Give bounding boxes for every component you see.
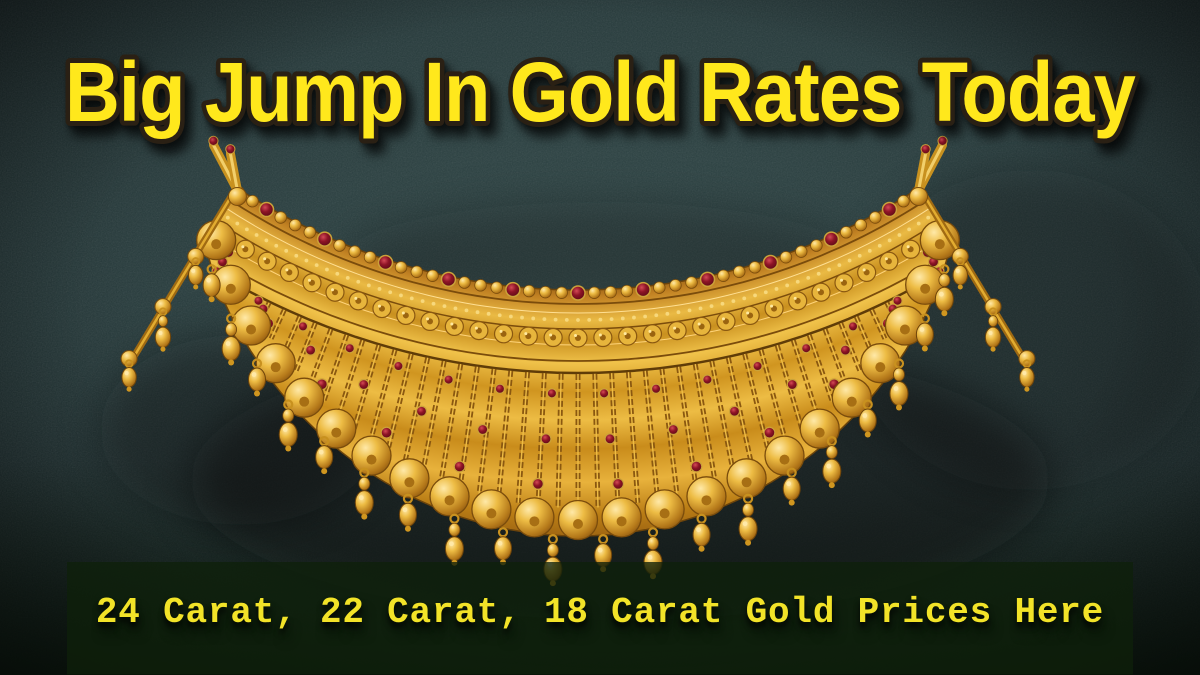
caption-text: 24 Carat, 22 Carat, 18 Carat Gold Prices… <box>95 592 1105 633</box>
caption-banner: 24 Carat, 22 Carat, 18 Carat Gold Prices… <box>67 562 1133 675</box>
